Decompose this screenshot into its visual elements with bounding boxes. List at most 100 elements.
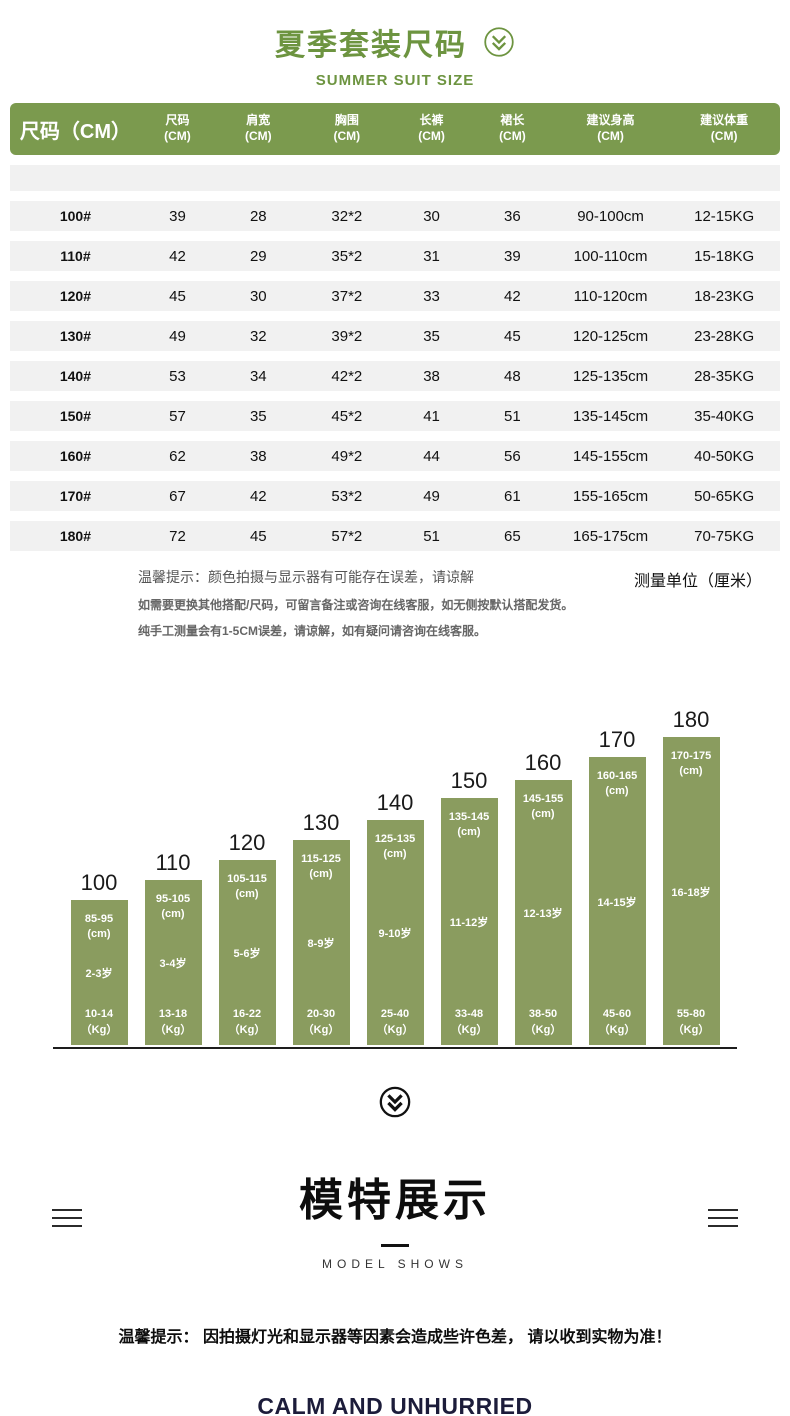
hamburger-menu-icon (708, 1208, 738, 1227)
bar-height-value: 95-105 (155, 893, 191, 905)
bar-size-label: 120 (228, 830, 266, 855)
divider-dash (381, 1244, 409, 1247)
table-cell: 42 (249, 487, 267, 505)
bar-group-160: 160 145-155 (cm) 12-13岁 38-50 （Kg） (514, 750, 572, 1045)
bar-weight-value: 16-22 (232, 1008, 262, 1021)
bar-weight-unit: （Kg） (524, 1023, 562, 1036)
row-size-label: 120# (59, 288, 92, 304)
bar-age: 16-18岁 (671, 886, 711, 899)
col-name: 肩宽 (246, 113, 271, 128)
size-bar-chart: 100 85-95 (cm) 2-3岁 10-14 （Kg） 110 95-105 (… (0, 707, 790, 1049)
chevron-double-down-icon (483, 26, 515, 58)
bar: 105-115 (cm) 5-6岁 16-22 （Kg） (218, 860, 276, 1045)
footer-tip: 温馨提示： 因拍摄灯光和显示器等因素会造成些许色差， 请以收到实物为准！ (118, 1329, 672, 1346)
notes-left: 温馨提示：颜色拍摄与显示器有可能存在误差，请谅解 如需要更换其他搭配/尺码，可留… (138, 567, 573, 639)
brand-name: CALM AND UNHURRIED (257, 1393, 533, 1416)
bar: 160-165 (cm) 14-15岁 45-60 （Kg） (588, 757, 646, 1045)
bar-height-unit: (cm) (605, 785, 629, 798)
bar-group-100: 100 85-95 (cm) 2-3岁 10-14 （Kg） (70, 870, 128, 1045)
table-cell: 72 (169, 527, 186, 545)
bar-height-unit: (cm) (679, 765, 703, 778)
table-cell: 36 (504, 207, 521, 225)
table-cell: 35-40KG (694, 407, 755, 425)
bar-age: 2-3岁 (85, 968, 113, 981)
model-heading: 模特展示 MODEL SHOWS (299, 1164, 491, 1271)
bar-height-unit: (cm) (383, 848, 407, 861)
scroll-down-indicator (0, 1085, 790, 1124)
table-cell: 45 (504, 327, 521, 345)
bar-size-label: 100 (80, 870, 118, 895)
table-cell: 30 (249, 287, 267, 305)
row-size-label: 170# (59, 488, 92, 504)
bar-size-label: 130 (302, 810, 340, 835)
bar-size-label: 140 (376, 790, 414, 815)
bar-weight-unit: （Kg） (80, 1023, 118, 1036)
col-unit: (CM) (333, 129, 361, 143)
bar: 95-105 (cm) 3-4岁 13-18 （Kg） (144, 880, 202, 1045)
table-cell: 15-18KG (694, 247, 755, 265)
bar: 145-155 (cm) 12-13岁 38-50 （Kg） (514, 780, 572, 1045)
table-row-110: 110# 42 29 35*2 31 39 100-110cm 15-18KG (10, 241, 780, 271)
model-title: 模特展示 (299, 1176, 491, 1225)
table-row-120: 120# 45 30 37*2 33 42 110-120cm 18-23KG (10, 281, 780, 311)
bar-age: 14-15岁 (597, 896, 637, 909)
bar-height-range: 145-155 (cm) (523, 792, 563, 823)
bar-weight-range: 38-50 （Kg） (525, 1007, 562, 1038)
col-header-skirt: 裙长 (CM) (472, 113, 553, 144)
col-header-weight: 建议体重 (CM) (668, 113, 780, 144)
bar-weight-range: 45-60 （Kg） (599, 1007, 636, 1038)
bar-weight-range: 13-18 （Kg） (155, 1007, 192, 1038)
table-cell: 37*2 (331, 287, 363, 305)
table-cell: 70-75KG (694, 527, 755, 545)
table-cell: 145-155cm (573, 447, 649, 465)
bar-weight-unit: （Kg） (598, 1023, 636, 1036)
bar-group-130: 130 115-125 (cm) 8-9岁 20-30 （Kg） (292, 810, 350, 1045)
bar-height-range: 95-105 (cm) (156, 892, 190, 923)
bar-weight-value: 20-30 (306, 1008, 336, 1021)
row-size-label: 140# (59, 368, 92, 384)
table-cell: 49 (423, 487, 440, 505)
table-header: 尺码（CM） 尺码 (CM) 肩宽 (CM) 胸围 (CM) 长裤 (CM) 裙长 (CM… (10, 103, 780, 155)
col-name: 建议体重 (700, 113, 749, 128)
page-title: 夏季套装尺码 (275, 29, 467, 62)
bars-area: 100 85-95 (cm) 2-3岁 10-14 （Kg） 110 95-105 (… (44, 707, 746, 1045)
col-unit: (CM) (164, 129, 191, 143)
bar: 125-135 (cm) 9-10岁 25-40 （Kg） (366, 820, 424, 1045)
bar-height-value: 145-155 (522, 793, 564, 805)
bar-height-range: 115-125 (cm) (301, 852, 341, 883)
bar-weight-unit: （Kg） (302, 1023, 340, 1036)
bar-age: 5-6岁 (233, 948, 261, 961)
bar-weight-range: 16-22 （Kg） (229, 1007, 266, 1038)
bar-height-unit: (cm) (531, 808, 555, 821)
col-name: 长裤 (419, 113, 444, 128)
table-cell: 42 (169, 247, 186, 265)
bar-group-140: 140 125-135 (cm) 9-10岁 25-40 （Kg） (366, 790, 424, 1045)
bar-height-value: 135-145 (448, 811, 490, 823)
bar-group-170: 170 160-165 (cm) 14-15岁 45-60 （Kg） (588, 727, 646, 1045)
table-cell: 18-23KG (694, 287, 755, 305)
note-sub-2: 纯手工测量会有1-5CM误差，请谅解，如有疑问请咨询在线客服。 (138, 624, 487, 638)
bar-weight-unit: （Kg） (154, 1023, 192, 1036)
table-cell: 45 (169, 287, 186, 305)
bar-height-unit: (cm) (161, 908, 185, 921)
bar-weight-value: 45-60 (602, 1008, 632, 1021)
col-unit: (CM) (499, 129, 526, 143)
table-row-180: 180# 72 45 57*2 51 65 165-175cm 70-75KG (10, 521, 780, 551)
bar-size-label: 110 (155, 850, 191, 875)
bar-group-120: 120 105-115 (cm) 5-6岁 16-22 （Kg） (218, 830, 276, 1045)
table-row-100: 100# 39 28 32*2 30 36 90-100cm 12-15KG (10, 201, 780, 231)
table-cell: 135-145cm (573, 407, 649, 425)
note-sub-1: 如需要更换其他搭配/尺码，可留言备注或咨询在线客服，如无侧按默认搭配发货。 (138, 598, 574, 612)
bar-height-range: 105-115 (cm) (227, 872, 267, 903)
bar-weight-range: 10-14 （Kg） (81, 1007, 118, 1038)
row-size-label: 180# (59, 528, 92, 544)
page-header: 夏季套装尺码 SUMMER SUIT SIZE (0, 0, 790, 89)
bar-weight-value: 38-50 (528, 1008, 558, 1021)
bar-height-unit: (cm) (457, 826, 481, 839)
col-unit: (CM) (597, 129, 624, 143)
table-cell: 45*2 (331, 407, 363, 425)
table-cell: 38 (249, 447, 267, 465)
bar: 135-145 (cm) 11-12岁 33-48 （Kg） (440, 798, 498, 1045)
bar: 85-95 (cm) 2-3岁 10-14 （Kg） (70, 900, 128, 1045)
table-cell: 41 (423, 407, 440, 425)
